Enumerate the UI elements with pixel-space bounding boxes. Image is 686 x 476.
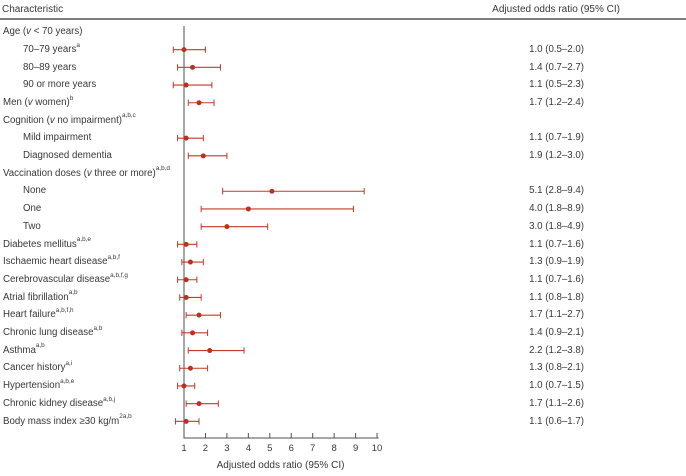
row-label: None <box>23 185 47 197</box>
row-label: Cerebrovascular diseasea,b,f,g <box>3 271 128 285</box>
row-value: 1.1 (0.7–1.6) <box>529 238 584 250</box>
row-value: 1.1 (0.5–2.3) <box>529 79 584 91</box>
row-label: Men (v women)b <box>3 94 74 108</box>
row-value: 1.0 (0.7–1.5) <box>529 380 584 392</box>
row-value: 1.7 (1.2–2.4) <box>529 96 584 108</box>
row-label: Mild impairment <box>23 132 92 144</box>
point-estimate-marker <box>196 100 202 106</box>
row-value: 3.0 (1.8–4.9) <box>529 220 584 232</box>
row-value: 1.4 (0.9–2.1) <box>529 327 584 338</box>
point-estimate-marker <box>187 259 193 265</box>
row-label: Vaccination doses (v three or more)a,b,d <box>3 165 170 179</box>
row-value: 1.0 (0.5–2.0) <box>529 43 584 55</box>
x-axis-tick-label: 6 <box>289 443 294 454</box>
row-label: One <box>23 203 42 215</box>
point-estimate-marker <box>181 383 187 389</box>
x-axis-tick-label: 4 <box>246 443 251 454</box>
column-header-odds-ratio: Adjusted odds ratio (95% CI) <box>492 4 620 15</box>
row-label: Age (v < 70 years) <box>3 26 83 38</box>
row-value: 1.4 (0.7–2.7) <box>529 61 584 73</box>
row-label: Cancer historya,i <box>3 360 73 374</box>
x-axis-tick-label: 9 <box>353 443 358 454</box>
row-label: Asthmaa,b <box>3 342 45 356</box>
x-axis-tick-label: 10 <box>372 443 383 454</box>
row-value: 5.1 (2.8–9.4) <box>529 185 584 197</box>
row-label: 70–79 yearsa <box>23 41 80 55</box>
row-label: Heart failurea,b,f,h <box>3 307 74 321</box>
row-label: Hypertensiona,b,e <box>3 377 75 392</box>
x-axis-tick-label: 5 <box>267 443 272 454</box>
header-divider <box>0 18 686 20</box>
row-value: 1.1 (0.8–1.8) <box>529 291 584 303</box>
x-axis-tick-label: 1 <box>181 443 186 454</box>
x-axis-tick-label: 8 <box>332 443 337 454</box>
row-value: 1.1 (0.7–1.9) <box>529 132 584 144</box>
row-value: 1.1 (0.7–1.6) <box>529 273 584 285</box>
point-estimate-marker <box>190 330 196 336</box>
point-estimate-marker <box>245 206 251 212</box>
row-value: 1.9 (1.2–3.0) <box>529 150 584 161</box>
row-label: 90 or more years <box>23 79 97 91</box>
row-label: Body mass index ≥30 kg/m2a,b <box>3 413 132 427</box>
point-estimate-marker <box>183 241 189 247</box>
point-estimate-marker <box>183 277 189 283</box>
point-estimate-marker <box>269 188 275 194</box>
point-estimate-marker <box>196 312 202 318</box>
row-label: Chronic kidney diseasea,b,j <box>3 395 116 409</box>
row-label: Two <box>23 220 41 232</box>
row-value <box>434 112 584 130</box>
point-estimate-marker <box>187 365 193 371</box>
x-axis-tick-label: 7 <box>310 443 315 454</box>
row-label: Diagnosed dementia <box>23 150 112 161</box>
point-estimate-marker <box>183 135 189 141</box>
point-estimate-marker <box>200 153 206 159</box>
x-axis-tick-label: 3 <box>224 443 229 454</box>
row-label: Atrial fibrillationa,b <box>3 289 78 303</box>
point-estimate-marker <box>183 294 189 300</box>
row-label: Cognition (v no impairment)a,b,c <box>3 112 136 126</box>
column-header-characteristic: Characteristic <box>2 4 64 15</box>
row-value: 1.3 (0.9–1.9) <box>529 256 584 268</box>
row-value <box>434 23 584 41</box>
row-label: Ischaemic heart diseasea,b,f <box>3 253 120 268</box>
point-estimate-marker <box>196 401 202 407</box>
point-estimate-marker <box>207 348 213 354</box>
row-value: 2.2 (1.2–3.8) <box>529 344 584 356</box>
row-value: 1.7 (1.1–2.6) <box>529 397 584 409</box>
point-estimate-marker <box>224 224 230 230</box>
row-label: 80–89 years <box>23 61 77 73</box>
point-estimate-marker <box>183 418 189 424</box>
row-value <box>434 165 584 183</box>
row-value: 1.3 (0.8–2.1) <box>529 362 584 374</box>
x-axis-title: Adjusted odds ratio (95% CI) <box>217 460 345 471</box>
row-label: Chronic lung diseasea,b <box>3 324 103 338</box>
point-estimate-marker <box>183 82 189 88</box>
x-axis-tick-label: 2 <box>203 443 208 454</box>
row-label: Diabetes mellitusa,b,e <box>3 236 91 250</box>
point-estimate-marker <box>190 64 196 70</box>
row-value: 1.1 (0.6–1.7) <box>529 415 584 427</box>
row-value: 4.0 (1.8–8.9) <box>529 203 584 215</box>
row-value: 1.7 (1.1–2.7) <box>529 309 584 321</box>
point-estimate-marker <box>181 47 187 53</box>
